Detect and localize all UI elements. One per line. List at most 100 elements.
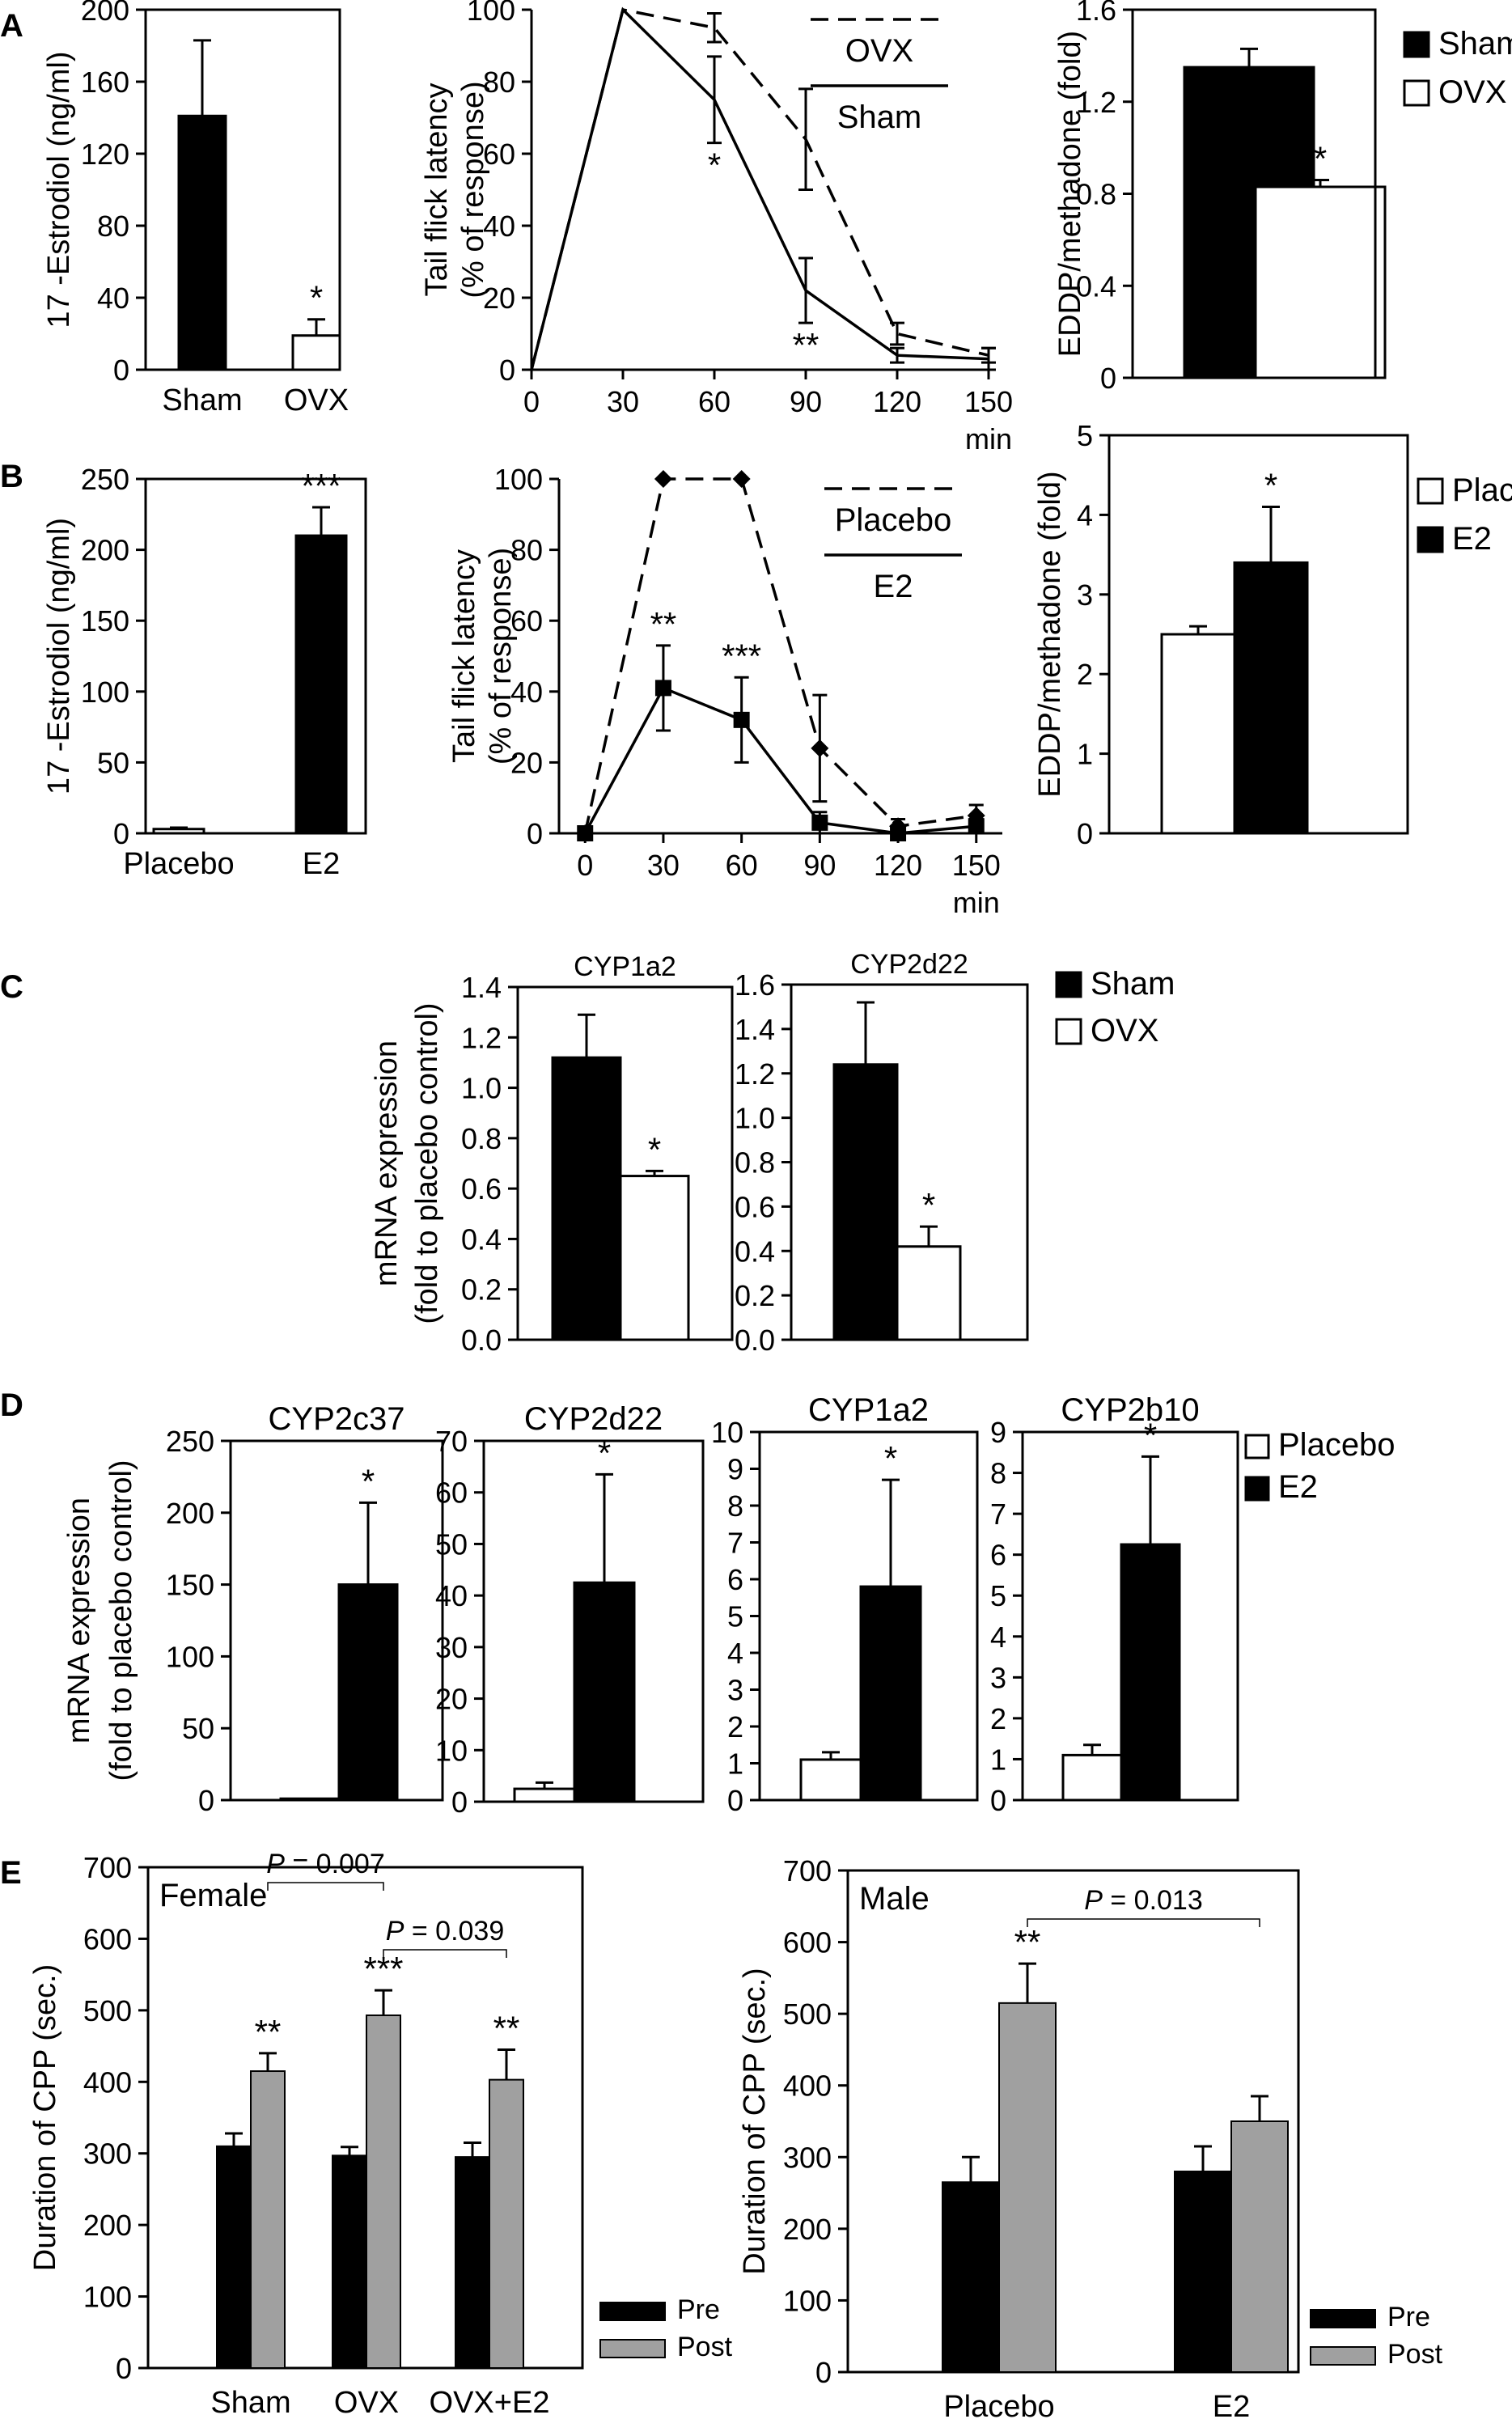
y-tick-label: 3 [727, 1674, 743, 1707]
x-unit-label: min [965, 422, 1012, 455]
y-tick-label: 0.2 [735, 1279, 775, 1312]
y-tick-label: 50 [182, 1712, 214, 1745]
y-tick-label: 200 [783, 2213, 832, 2246]
significance-star: * [922, 1186, 935, 1224]
y-tick-label: 0 [499, 354, 515, 387]
y-tick-label: 10 [711, 1416, 743, 1449]
bar-post [250, 2070, 286, 2370]
bar-post [1230, 2120, 1289, 2373]
y-tick-label: 40 [510, 676, 543, 709]
y-tick-label: 0.4 [1076, 269, 1116, 303]
y-axis-label: Tail flick latency [447, 549, 481, 763]
bar-placebo [513, 1787, 576, 1803]
y-tick-label: 4 [990, 1620, 1006, 1654]
marker-square [654, 680, 671, 697]
bar-sham [551, 1056, 622, 1341]
significance-star: * [598, 1434, 611, 1472]
x-category-label: Sham [210, 2386, 290, 2419]
significance-star: *** [722, 637, 761, 675]
chart-title: CYP1a2 [574, 951, 676, 982]
legend-swatch [1417, 526, 1444, 553]
series-line-e2 [583, 686, 976, 835]
bar-placebo [1061, 1753, 1123, 1802]
y-tick-label: 100 [494, 463, 543, 496]
y-tick-label: 5 [990, 1579, 1006, 1612]
y-tick-label: 100 [783, 2284, 832, 2317]
significance-star: * [362, 1462, 375, 1500]
series-line-placebo [583, 477, 977, 834]
marker-diamond [654, 470, 672, 488]
x-unit-label: min [953, 886, 1000, 919]
legend-label: Pre [677, 2294, 720, 2325]
bar-post [489, 2078, 524, 2369]
significance-star: *** [301, 467, 341, 505]
y-tick-label: 1 [727, 1748, 743, 1781]
y-axis-label: Tail flick latency [420, 83, 454, 297]
bar-e2 [294, 534, 348, 835]
y-tick-label: 0 [815, 2356, 832, 2389]
panel-label-b: B [0, 459, 23, 494]
chart-title: CYP2d22 [524, 1401, 663, 1437]
y-tick-label: 150 [81, 604, 129, 638]
comparison-bracket [1027, 1918, 1260, 1927]
y-tick-label: 3 [1077, 578, 1093, 612]
y-tick-label: 100 [467, 0, 515, 27]
x-tick-label: 30 [607, 385, 639, 418]
plot-frame [516, 985, 734, 1341]
x-category-label: OVX [334, 2386, 399, 2419]
bar-e2 [573, 1581, 636, 1803]
y-tick-label: 7 [727, 1527, 743, 1560]
group-label: Female [159, 1878, 267, 1913]
y-tick-label: 500 [83, 1994, 132, 2027]
legend-label: Sham [837, 100, 922, 135]
legend-swatch [1310, 2309, 1376, 2328]
chart-C2: 0.0 0.2 0.4 0.6 0.8 1.0 1.2 1.4 1.6 * CYP2d22 [735, 949, 1029, 1357]
y-tick-label: 600 [783, 1926, 832, 1959]
y-tick-label: 1.4 [735, 1013, 775, 1046]
y-tick-label: 50 [97, 746, 129, 779]
x-category-label: E2 [303, 847, 340, 881]
chart-E2: 0 100 200 300 400 500 600 700 Placebo E2 ** P = 0.0… [738, 1854, 1443, 2419]
y-axis-label: (fold to placebo control) [104, 1459, 138, 1781]
legend-swatch [1417, 477, 1444, 505]
y-tick-label: 300 [783, 2141, 832, 2174]
legend-swatch [599, 2339, 666, 2358]
y-tick-label: 200 [81, 534, 129, 567]
plot-frame [144, 477, 367, 835]
y-axis-label: mRNA expression [62, 1498, 96, 1743]
y-tick-label: 2 [727, 1710, 743, 1743]
y-tick-label: 0.0 [735, 1324, 775, 1357]
y-tick-label: 30 [435, 1631, 468, 1664]
y-axis-label: (fold to placebo control) [410, 1002, 444, 1324]
x-tick-label: 120 [873, 385, 921, 418]
legend-label: OVX [1091, 1013, 1158, 1049]
panel-label-a: A [0, 8, 23, 44]
y-tick-label: 1.0 [461, 1072, 502, 1105]
y-tick-label: 0 [198, 1784, 214, 1817]
comparison-bracket [267, 1882, 384, 1891]
y-tick-label: 250 [81, 463, 129, 496]
x-category-label: Sham [162, 383, 242, 417]
legend-label: Placebo [835, 502, 952, 538]
chart-B3: 0 1 2 3 4 5 * EDDP/methadone (fold) [1033, 419, 1409, 850]
marker-diamond [732, 470, 751, 488]
y-tick-label: 40 [483, 210, 515, 243]
y-tick-label: 250 [166, 1425, 214, 1458]
y-tick-label: 70 [435, 1425, 468, 1458]
significance-star: ** [493, 2009, 520, 2047]
significance-star: * [708, 146, 721, 184]
y-tick-label: 40 [435, 1579, 468, 1612]
x-tick-label: 60 [726, 849, 758, 882]
y-tick-label: 400 [783, 2069, 832, 2103]
chart-title: CYP2c37 [269, 1401, 405, 1437]
y-axis-label: EDDP/methadone (fold) [1053, 31, 1087, 357]
bar-placebo [799, 1758, 862, 1802]
y-tick-label: 5 [727, 1600, 743, 1633]
y-tick-label: 0 [527, 817, 543, 850]
y-axis-label: (% of response) [456, 81, 490, 298]
y-tick-label: 200 [83, 2209, 132, 2242]
y-tick-label: 1.0 [735, 1102, 775, 1135]
y-tick-label: 80 [483, 66, 515, 99]
